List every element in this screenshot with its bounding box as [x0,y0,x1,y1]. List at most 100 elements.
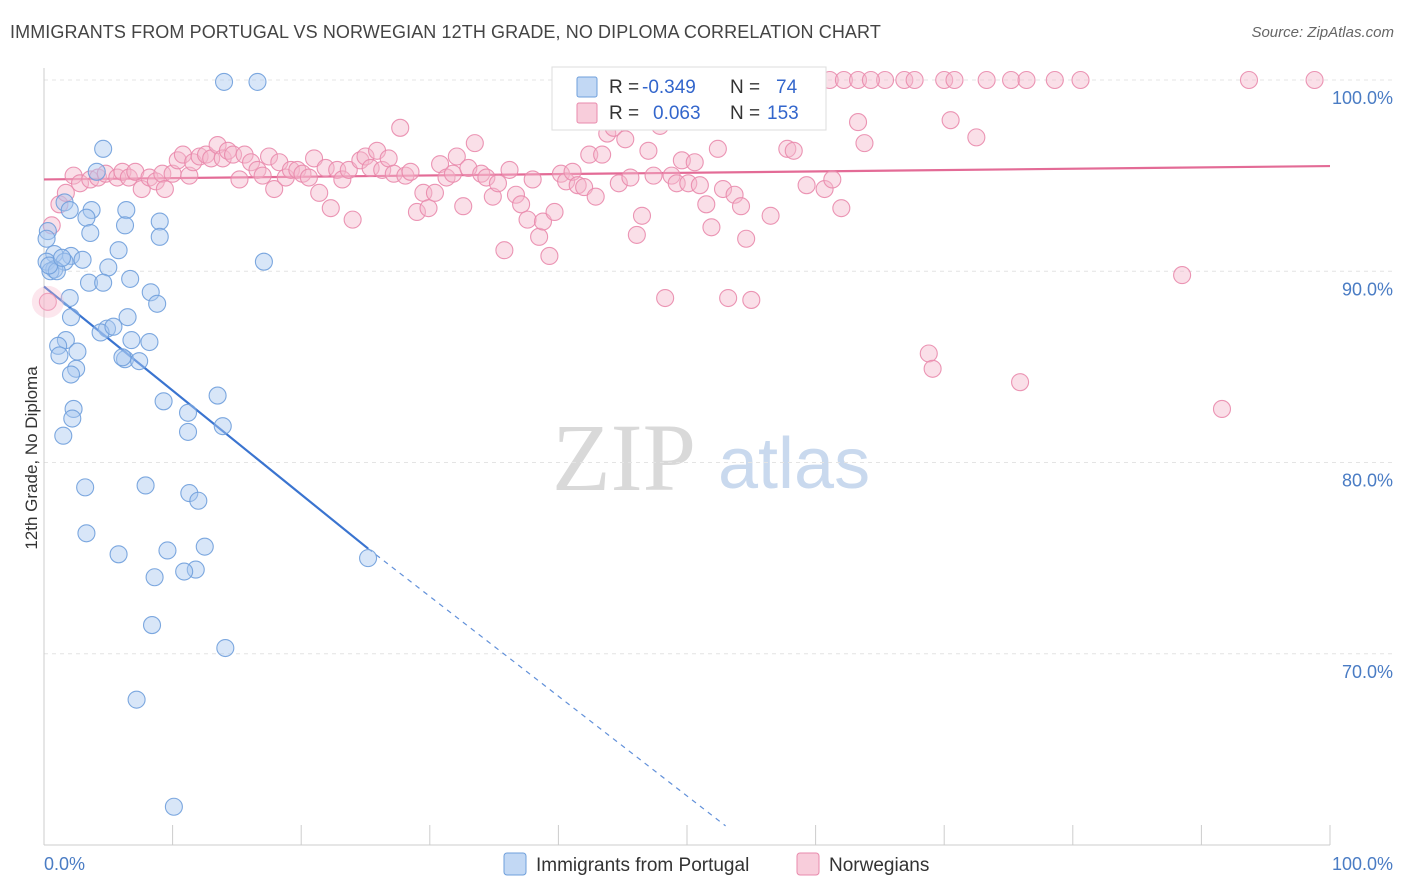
point-norwegians [1017,70,1036,90]
point-norwegians [454,197,473,216]
axes [43,68,1331,846]
point-norwegians [281,160,300,179]
point-norwegians [848,70,868,90]
point-norwegians [299,168,318,187]
point-portugal [130,352,149,371]
trend-line-norwegians [43,164,1331,181]
x-tick-label: 100.0% [1332,854,1393,874]
point-norwegians [1045,70,1064,90]
point-portugal [189,491,208,510]
point-norwegians [190,147,209,166]
point-norwegians [1071,70,1090,90]
data-points [31,70,1324,816]
point-portugal [61,308,81,327]
point-norwegians [875,70,895,90]
point-norwegians [941,111,960,130]
point-portugal [37,229,56,248]
point-portugal [141,283,160,302]
point-portugal [359,549,378,568]
point-norwegians [495,241,514,260]
point-portugal [77,524,96,543]
point-portugal [127,690,146,709]
watermark-atlas: atlas [718,424,870,504]
point-norwegians [784,141,803,160]
point-norwegians [923,359,942,378]
point-norwegians [656,288,675,308]
point-norwegians [685,153,704,172]
point-portugal [50,346,69,365]
legend-r-label-portugal: R = [609,77,639,98]
point-norwegians [967,128,986,147]
point-portugal [254,252,273,271]
point-norwegians [832,199,851,218]
legend-n-value-portugal: 74 [776,77,798,98]
point-portugal [52,248,72,267]
point-norwegians [425,183,444,202]
point-norwegians [506,185,526,204]
point-portugal [63,409,82,428]
legend-r-value-portugal: -0.349 [642,77,696,98]
point-norwegians [155,179,174,199]
point-norwegians [563,162,582,181]
point-portugal [208,386,227,405]
point-norwegians [443,164,462,183]
point-norwegians [557,172,576,191]
point-norwegians [731,197,751,216]
point-portugal [158,541,177,560]
point-norwegians [834,70,853,90]
point-portugal [214,72,234,91]
point-portugal [122,331,141,350]
point-norwegians [919,344,938,363]
point-norwegians [1305,70,1324,90]
point-norwegians [265,179,284,199]
legend-n-label-norwegians: N = [730,103,760,124]
point-portugal [38,222,57,241]
point-portugal [104,317,123,336]
point-portugal [150,212,169,231]
point-portugal [178,403,198,422]
point-portugal [61,365,81,384]
point-norwegians [540,246,559,265]
point-norwegians [905,70,924,90]
correlation-legend: R = -0.349 N = 74 R = 0.063 N = 153 [551,66,827,131]
point-norwegians [208,135,227,155]
point-norwegians [895,70,914,90]
trend-lines [43,164,1331,827]
point-norwegians [621,168,640,187]
point-portugal [76,478,95,497]
point-portugal [178,422,198,441]
point-norwegians [977,70,996,90]
point-norwegians [580,145,599,164]
point-norwegians [259,147,279,166]
point-portugal [94,273,113,292]
legend-swatch-norwegians [576,102,598,124]
point-norwegians [241,153,261,172]
point-portugal [99,258,118,277]
point-norwegians [356,147,375,166]
point-norwegians [616,130,635,149]
point-portugal [186,560,205,579]
point-portugal [154,392,173,411]
point-norwegians [725,185,744,204]
point-norwegians [477,168,496,187]
chart-title: IMMIGRANTS FROM PORTUGAL VS NORWEGIAN 12… [10,22,881,42]
point-norwegians [568,176,587,195]
point-norwegians [168,151,187,170]
point-portugal [68,342,87,361]
source-credit: Source: ZipAtlas.com [1251,24,1394,41]
point-portugal [118,308,137,327]
point-norwegians [153,164,172,183]
point-norwegians [333,170,352,189]
point-norwegians [248,160,267,179]
point-portugal [60,288,79,308]
point-portugal [41,262,60,281]
point-norwegians [518,210,537,229]
point-norwegians [1212,399,1232,419]
point-norwegians [823,170,842,189]
y-tick-labels: 70.0% 80.0% 90.0% 100.0% [1332,88,1393,682]
point-norwegians [593,145,612,164]
point-norwegians [815,179,834,199]
bottom-legend-swatch-portugal [503,852,527,876]
point-norwegians [545,202,564,222]
point-portugal [109,545,128,564]
